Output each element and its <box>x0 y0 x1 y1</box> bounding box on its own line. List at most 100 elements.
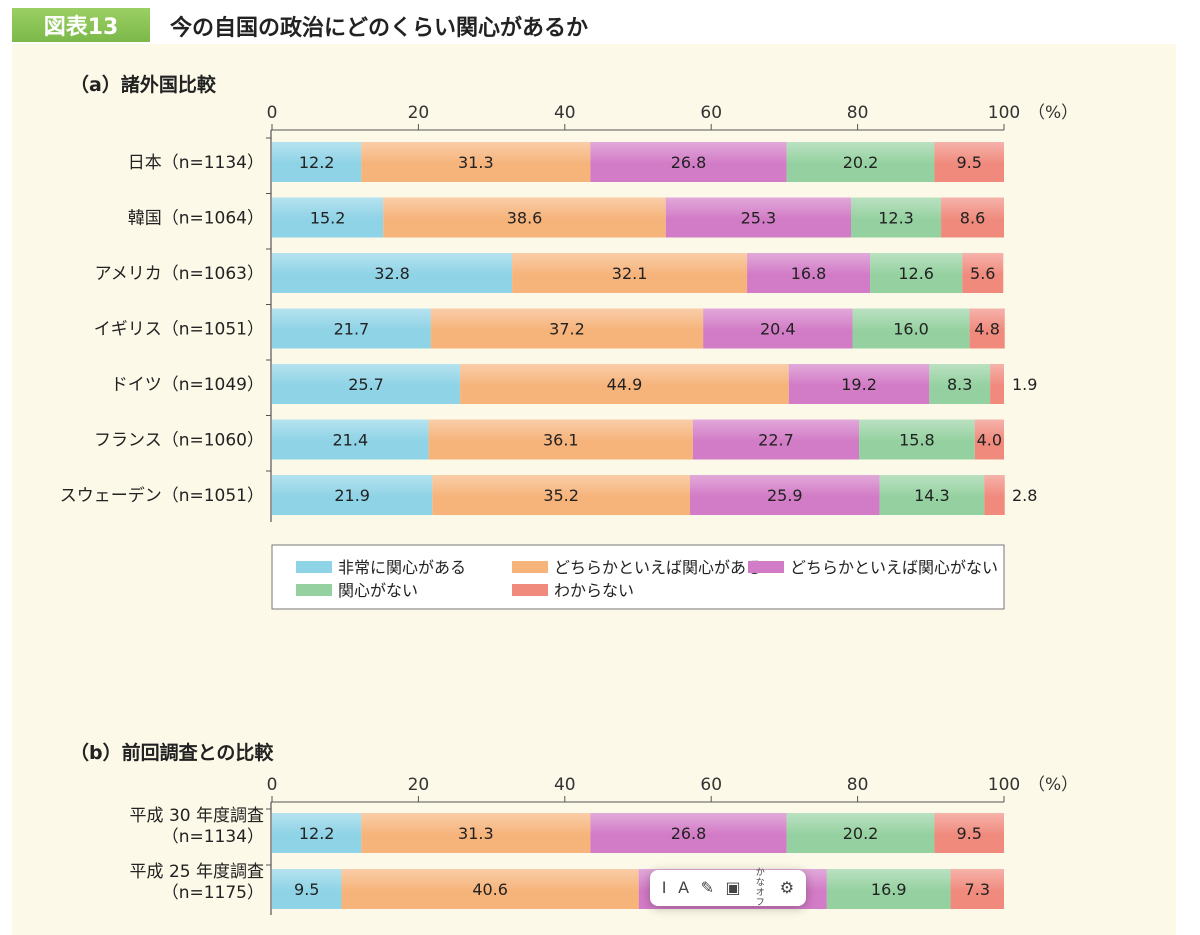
data-label: 1.9 <box>1012 375 1037 394</box>
data-label: 8.3 <box>947 375 972 394</box>
data-label: 14.3 <box>914 486 950 505</box>
data-label: 20.4 <box>760 320 796 339</box>
bar-segment-gloss <box>929 364 991 404</box>
bar-segment-gloss <box>272 308 431 349</box>
bar-segment-gloss <box>428 419 693 460</box>
category-label: 平成 30 年度調査 <box>130 806 264 826</box>
bar-segment-gloss <box>747 253 871 293</box>
data-label: 26.8 <box>671 824 707 843</box>
clipboard-icon[interactable]: ▣ <box>725 878 741 897</box>
data-label: 7.3 <box>965 880 990 899</box>
category-label: 韓国（n=1064） <box>128 209 264 229</box>
data-label: 22.7 <box>758 431 794 450</box>
font-icon[interactable]: A <box>678 878 690 897</box>
bar-segment-gloss <box>689 475 880 515</box>
data-label: 40.6 <box>472 880 508 899</box>
floating-ime-toolbar[interactable]: I A ✎ ▣ かな オフ ⚙ <box>650 868 806 908</box>
figure-badge: 図表13 <box>12 8 150 42</box>
category-label: 平成 25 年度調査 <box>130 862 264 882</box>
data-label: 16.8 <box>791 264 827 283</box>
data-label: 32.8 <box>374 264 410 283</box>
bar-segment-gloss <box>272 419 429 460</box>
x-tick-label: 80 <box>847 775 869 795</box>
bar-segment-gloss <box>788 364 930 404</box>
data-label: 20.2 <box>843 824 879 843</box>
data-label: 35.2 <box>543 486 579 505</box>
bar-segment-gloss <box>974 419 1004 460</box>
data-label: 9.5 <box>957 153 982 172</box>
data-label: 21.7 <box>334 320 370 339</box>
data-label: 38.6 <box>507 209 543 228</box>
bar-segment-gloss <box>341 869 639 909</box>
bar-segment-gloss <box>272 813 362 853</box>
bar-segment-gloss <box>590 142 787 182</box>
bar-segment-gloss <box>703 308 853 349</box>
data-label: 21.4 <box>333 431 369 450</box>
bar-segment-gloss <box>512 253 748 293</box>
category-label: フランス（n=1060） <box>94 431 264 451</box>
legend-label: 非常に関心がある <box>338 558 466 577</box>
category-label: アメリカ（n=1063） <box>95 264 264 284</box>
bar-segment-gloss <box>692 419 860 460</box>
handwriting-icon[interactable]: ✎ <box>700 878 714 897</box>
x-tick-label: 60 <box>700 103 722 123</box>
x-tick-label: 100 <box>988 775 1020 795</box>
category-label: 日本（n=1134） <box>128 153 264 173</box>
category-label: スウェーデン（n=1051） <box>60 485 264 506</box>
category-label: （n=1134） <box>162 827 264 847</box>
kana-label: かな <box>755 868 765 888</box>
legend-swatch <box>512 584 548 596</box>
off-label: オフ <box>755 888 765 908</box>
bar-segment-gloss <box>272 475 433 515</box>
data-label: 37.2 <box>549 320 585 339</box>
bar-segment-gloss <box>852 308 970 349</box>
data-label: 4.0 <box>977 431 1002 450</box>
legend-label: わからない <box>554 581 634 600</box>
bar-segment-gloss <box>934 142 1004 182</box>
data-label: 44.9 <box>607 375 643 394</box>
bar-segment-gloss <box>969 308 1005 349</box>
gear-icon[interactable]: ⚙ <box>779 878 795 897</box>
bar-segment-gloss <box>460 364 789 404</box>
bar-segment-gloss <box>851 197 942 238</box>
legend-label: どちらかといえば関心がない <box>790 558 998 577</box>
category-label: イギリス（n=1051） <box>94 320 264 340</box>
bar-segment-gloss <box>272 869 342 909</box>
chart-b-title: （b）前回調査との比較 <box>70 742 274 764</box>
bar-segment-gloss <box>870 253 963 293</box>
data-label: 36.1 <box>543 431 579 450</box>
figure-title: 今の自国の政治にどのくらい関心があるか <box>170 16 589 41</box>
bar-segment-gloss <box>859 419 975 460</box>
data-label: 25.3 <box>741 209 777 228</box>
data-label: 12.2 <box>299 824 335 843</box>
data-label: 16.0 <box>893 320 929 339</box>
data-label: 8.6 <box>960 209 985 228</box>
bar-segment-gloss <box>962 253 1004 293</box>
data-label: 12.6 <box>898 264 934 283</box>
bar-segment-gloss <box>430 308 704 349</box>
bar-segment-gloss <box>990 364 1004 404</box>
legend-swatch <box>748 561 784 573</box>
data-label: 32.1 <box>612 264 648 283</box>
data-label: 20.2 <box>843 153 879 172</box>
legend-label: どちらかといえば関心がある <box>554 558 762 577</box>
legend-box <box>271 544 1005 610</box>
text-cursor-icon[interactable]: I <box>661 878 667 897</box>
data-label: 21.9 <box>334 486 370 505</box>
bar-segment-gloss <box>950 869 1004 909</box>
data-label: 2.8 <box>1012 486 1037 505</box>
bar-segment-gloss <box>879 475 985 515</box>
category-label: （n=1175） <box>162 883 264 903</box>
kana-toggle-button[interactable]: かな オフ <box>752 868 768 908</box>
data-label: 25.7 <box>348 375 384 394</box>
bar-segment-gloss <box>934 813 1004 853</box>
x-tick-label: 40 <box>554 103 576 123</box>
data-label: 31.3 <box>458 824 494 843</box>
data-label: 25.9 <box>767 486 803 505</box>
bar-segment-gloss <box>432 475 690 515</box>
x-tick-label: 20 <box>408 103 430 123</box>
data-label: 9.5 <box>957 824 982 843</box>
category-label: ドイツ（n=1049） <box>111 375 264 395</box>
bar-segment-gloss <box>786 813 935 853</box>
data-label: 5.6 <box>970 264 995 283</box>
